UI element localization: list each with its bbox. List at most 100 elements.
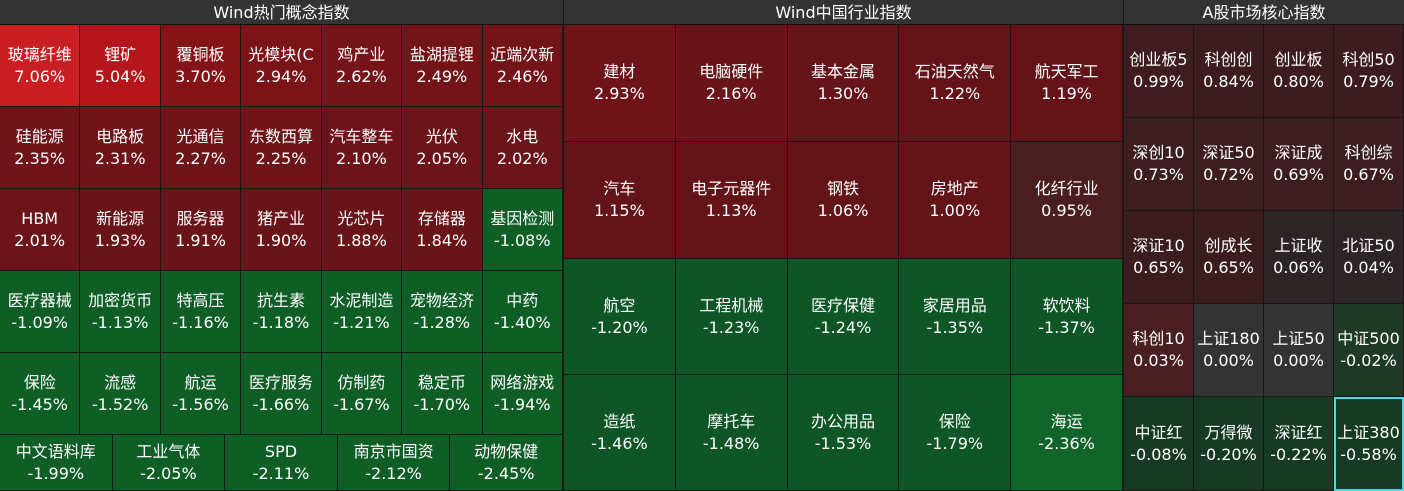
concept-heatmap-tile[interactable]: 鸡产业 2.62% bbox=[321, 25, 403, 107]
concept-heatmap-tile[interactable]: 宠物经济 -1.28% bbox=[402, 271, 483, 353]
industry-heatmap-tile[interactable]: 建材 2.93% bbox=[564, 25, 676, 142]
concept-heatmap-tile[interactable]: 工业气体 -2.05% bbox=[112, 435, 226, 491]
core-heatmap-tile[interactable]: 创业板5 0.99% bbox=[1124, 25, 1194, 118]
concept-row: HBM 2.01% 新能源 1.93% 服务器 1.91% 猪产业 1.90% 光芯片 1.88%… bbox=[0, 189, 563, 271]
core-heatmap-tile[interactable]: 深证成 0.69% bbox=[1264, 118, 1334, 211]
industry-heatmap-tile[interactable]: 电脑硬件 2.16% bbox=[675, 25, 788, 142]
concept-heatmap-tile[interactable]: 动物保健 -2.45% bbox=[450, 435, 563, 491]
industry-heatmap-tile[interactable]: 医疗保健 -1.24% bbox=[787, 259, 900, 375]
core-heatmap-tile[interactable]: 科创50 0.79% bbox=[1334, 25, 1404, 118]
core-heatmap-tile[interactable]: 创业板 0.80% bbox=[1264, 25, 1334, 118]
tile-name: 北证50 bbox=[1342, 236, 1395, 255]
concept-heatmap-tile[interactable]: 服务器 1.91% bbox=[160, 189, 242, 271]
concept-heatmap-tile[interactable]: 玻璃纤维 7.06% bbox=[0, 25, 81, 107]
tile-change-percent: -1.52% bbox=[91, 394, 149, 414]
concept-heatmap-tile[interactable]: 南京市国资 -2.12% bbox=[337, 435, 451, 491]
concept-heatmap-tile[interactable]: 抗生素 -1.18% bbox=[241, 271, 322, 353]
concept-heatmap-tile[interactable]: 存储器 1.84% bbox=[402, 189, 483, 271]
industry-heatmap-tile[interactable]: 基本金属 1.30% bbox=[787, 25, 900, 142]
core-heatmap-tile[interactable]: 上证收 0.06% bbox=[1264, 211, 1334, 304]
industry-heatmap-tile[interactable]: 软饮料 -1.37% bbox=[1011, 259, 1123, 375]
core-heatmap-tile[interactable]: 中证红 -0.08% bbox=[1124, 397, 1194, 491]
tile-name: 创业板5 bbox=[1129, 50, 1188, 69]
concept-heatmap-tile[interactable]: 中药 -1.40% bbox=[482, 271, 563, 353]
concept-heatmap-tile[interactable]: 稳定币 -1.70% bbox=[402, 353, 483, 435]
industry-heatmap-tile[interactable]: 钢铁 1.06% bbox=[787, 142, 900, 259]
tile-change-percent: 0.67% bbox=[1343, 165, 1394, 184]
tile-change-percent: -1.45% bbox=[11, 394, 69, 414]
industry-heatmap-tile[interactable]: 工程机械 -1.23% bbox=[675, 259, 788, 375]
core-heatmap-tile[interactable]: 科创10 0.03% bbox=[1124, 304, 1194, 397]
concept-heatmap-tile[interactable]: 光模块(C 2.94% bbox=[241, 25, 322, 107]
concept-heatmap-tile[interactable]: 仿制药 -1.67% bbox=[321, 353, 403, 435]
core-heatmap-tile[interactable]: 上证50 0.00% bbox=[1264, 304, 1334, 397]
core-heatmap-tile[interactable]: 科创综 0.67% bbox=[1334, 118, 1404, 211]
concept-heatmap-tile[interactable]: 保险 -1.45% bbox=[0, 353, 81, 435]
tile-change-percent: 2.25% bbox=[255, 148, 307, 168]
tile-change-percent: 0.72% bbox=[1203, 165, 1254, 184]
tile-name: 南京市国资 bbox=[353, 441, 434, 461]
concept-heatmap-tile[interactable]: 航运 -1.56% bbox=[160, 353, 242, 435]
industry-heatmap-tile[interactable]: 房地产 1.00% bbox=[899, 142, 1012, 259]
concept-heatmap-tile[interactable]: 盐湖提锂 2.49% bbox=[402, 25, 483, 107]
industry-heatmap-tile[interactable]: 造纸 -1.46% bbox=[564, 375, 676, 491]
concept-heatmap-tile[interactable]: 网络游戏 -1.94% bbox=[482, 353, 563, 435]
tile-name: 医疗器械 bbox=[7, 290, 72, 310]
tile-change-percent: 1.84% bbox=[416, 230, 468, 250]
concept-heatmap-tile[interactable]: 光通信 2.27% bbox=[160, 107, 242, 189]
tile-name: 科创50 bbox=[1342, 50, 1395, 69]
concept-heatmap-tile[interactable]: 汽车整车 2.10% bbox=[321, 107, 403, 189]
concept-heatmap-tile[interactable]: 猪产业 1.90% bbox=[241, 189, 322, 271]
concept-heatmap-tile[interactable]: 水泥制造 -1.21% bbox=[321, 271, 403, 353]
core-heatmap-tile[interactable]: 深证红 -0.22% bbox=[1264, 397, 1334, 491]
industry-heatmap-tile[interactable]: 海运 -2.36% bbox=[1011, 375, 1123, 491]
concept-heatmap-tile[interactable]: 医疗器械 -1.09% bbox=[0, 271, 81, 353]
concept-heatmap-tile[interactable]: 加密货币 -1.13% bbox=[80, 271, 161, 353]
core-heatmap-tile[interactable]: 深证10 0.65% bbox=[1124, 211, 1194, 304]
tile-name: 电路板 bbox=[96, 126, 145, 146]
concept-heatmap-tile[interactable]: 特高压 -1.16% bbox=[160, 271, 242, 353]
industry-heatmap-tile[interactable]: 办公用品 -1.53% bbox=[787, 375, 900, 491]
core-heatmap-tile[interactable]: 深证50 0.72% bbox=[1194, 118, 1264, 211]
concept-heatmap-tile[interactable]: HBM 2.01% bbox=[0, 189, 81, 271]
industry-heatmap-tile[interactable]: 保险 -1.79% bbox=[899, 375, 1012, 491]
tile-name: 锂矿 bbox=[104, 44, 137, 64]
concept-heatmap-tile[interactable]: 近端次新 2.46% bbox=[482, 25, 563, 107]
industry-heatmap-tile[interactable]: 汽车 1.15% bbox=[564, 142, 676, 259]
core-row: 科创10 0.03% 上证180 0.00% 上证50 0.00% 中证500 -0.02% bbox=[1124, 304, 1404, 397]
industry-heatmap-tile[interactable]: 航空 -1.20% bbox=[564, 259, 676, 375]
core-heatmap-tile[interactable]: 深创10 0.73% bbox=[1124, 118, 1194, 211]
core-heatmap-tile[interactable]: 上证180 0.00% bbox=[1194, 304, 1264, 397]
concept-heatmap-tile[interactable]: 基因检测 -1.08% bbox=[482, 189, 563, 271]
industry-heatmap-tile[interactable]: 家居用品 -1.35% bbox=[899, 259, 1012, 375]
concept-heatmap-tile[interactable]: SPD -2.11% bbox=[225, 435, 338, 491]
concept-heatmap-tile[interactable]: 流感 -1.52% bbox=[80, 353, 161, 435]
core-heatmap-tile[interactable]: 上证380 -0.58% bbox=[1334, 397, 1404, 491]
tile-name: 深证成 bbox=[1274, 143, 1323, 162]
concept-heatmap-tile[interactable]: 医疗服务 -1.66% bbox=[241, 353, 322, 435]
concept-heatmap-tile[interactable]: 电路板 2.31% bbox=[80, 107, 161, 189]
core-heatmap-tile[interactable]: 万得微 -0.20% bbox=[1194, 397, 1264, 491]
concept-heatmap-tile[interactable]: 新能源 1.93% bbox=[80, 189, 161, 271]
industry-heatmap-tile[interactable]: 摩托车 -1.48% bbox=[675, 375, 788, 491]
core-heatmap-tile[interactable]: 创成长 0.65% bbox=[1194, 211, 1264, 304]
tile-name: 深证红 bbox=[1274, 422, 1323, 442]
industry-heatmap-tile[interactable]: 化纤行业 0.95% bbox=[1011, 142, 1123, 259]
concept-row: 保险 -1.45% 流感 -1.52% 航运 -1.56% 医疗服务 -1.66% 仿制药 -1.… bbox=[0, 353, 563, 435]
concept-heatmap-tile[interactable]: 硅能源 2.35% bbox=[0, 107, 81, 189]
concept-heatmap-tile[interactable]: 锂矿 5.04% bbox=[80, 25, 161, 107]
concept-heatmap-tile[interactable]: 中文语料库 -1.99% bbox=[0, 435, 113, 491]
concept-heatmap-tile[interactable]: 覆铜板 3.70% bbox=[160, 25, 242, 107]
core-heatmap-tile[interactable]: 北证50 0.04% bbox=[1334, 211, 1404, 304]
concept-heatmap-tile[interactable]: 水电 2.02% bbox=[482, 107, 563, 189]
concept-heatmap-tile[interactable]: 光芯片 1.88% bbox=[321, 189, 403, 271]
core-heatmap-tile[interactable]: 科创创 0.84% bbox=[1194, 25, 1264, 118]
core-heatmap-tile[interactable]: 中证500 -0.02% bbox=[1334, 304, 1404, 397]
tile-name: 水电 bbox=[506, 126, 539, 146]
industry-heatmap-tile[interactable]: 航天军工 1.19% bbox=[1011, 25, 1123, 142]
industry-heatmap-tile[interactable]: 石油天然气 1.22% bbox=[899, 25, 1012, 142]
industry-heatmap-tile[interactable]: 电子元器件 1.13% bbox=[675, 142, 788, 259]
concept-heatmap-tile[interactable]: 东数西算 2.25% bbox=[241, 107, 322, 189]
tile-name: HBM bbox=[21, 208, 59, 228]
concept-heatmap-tile[interactable]: 光伏 2.05% bbox=[402, 107, 483, 189]
